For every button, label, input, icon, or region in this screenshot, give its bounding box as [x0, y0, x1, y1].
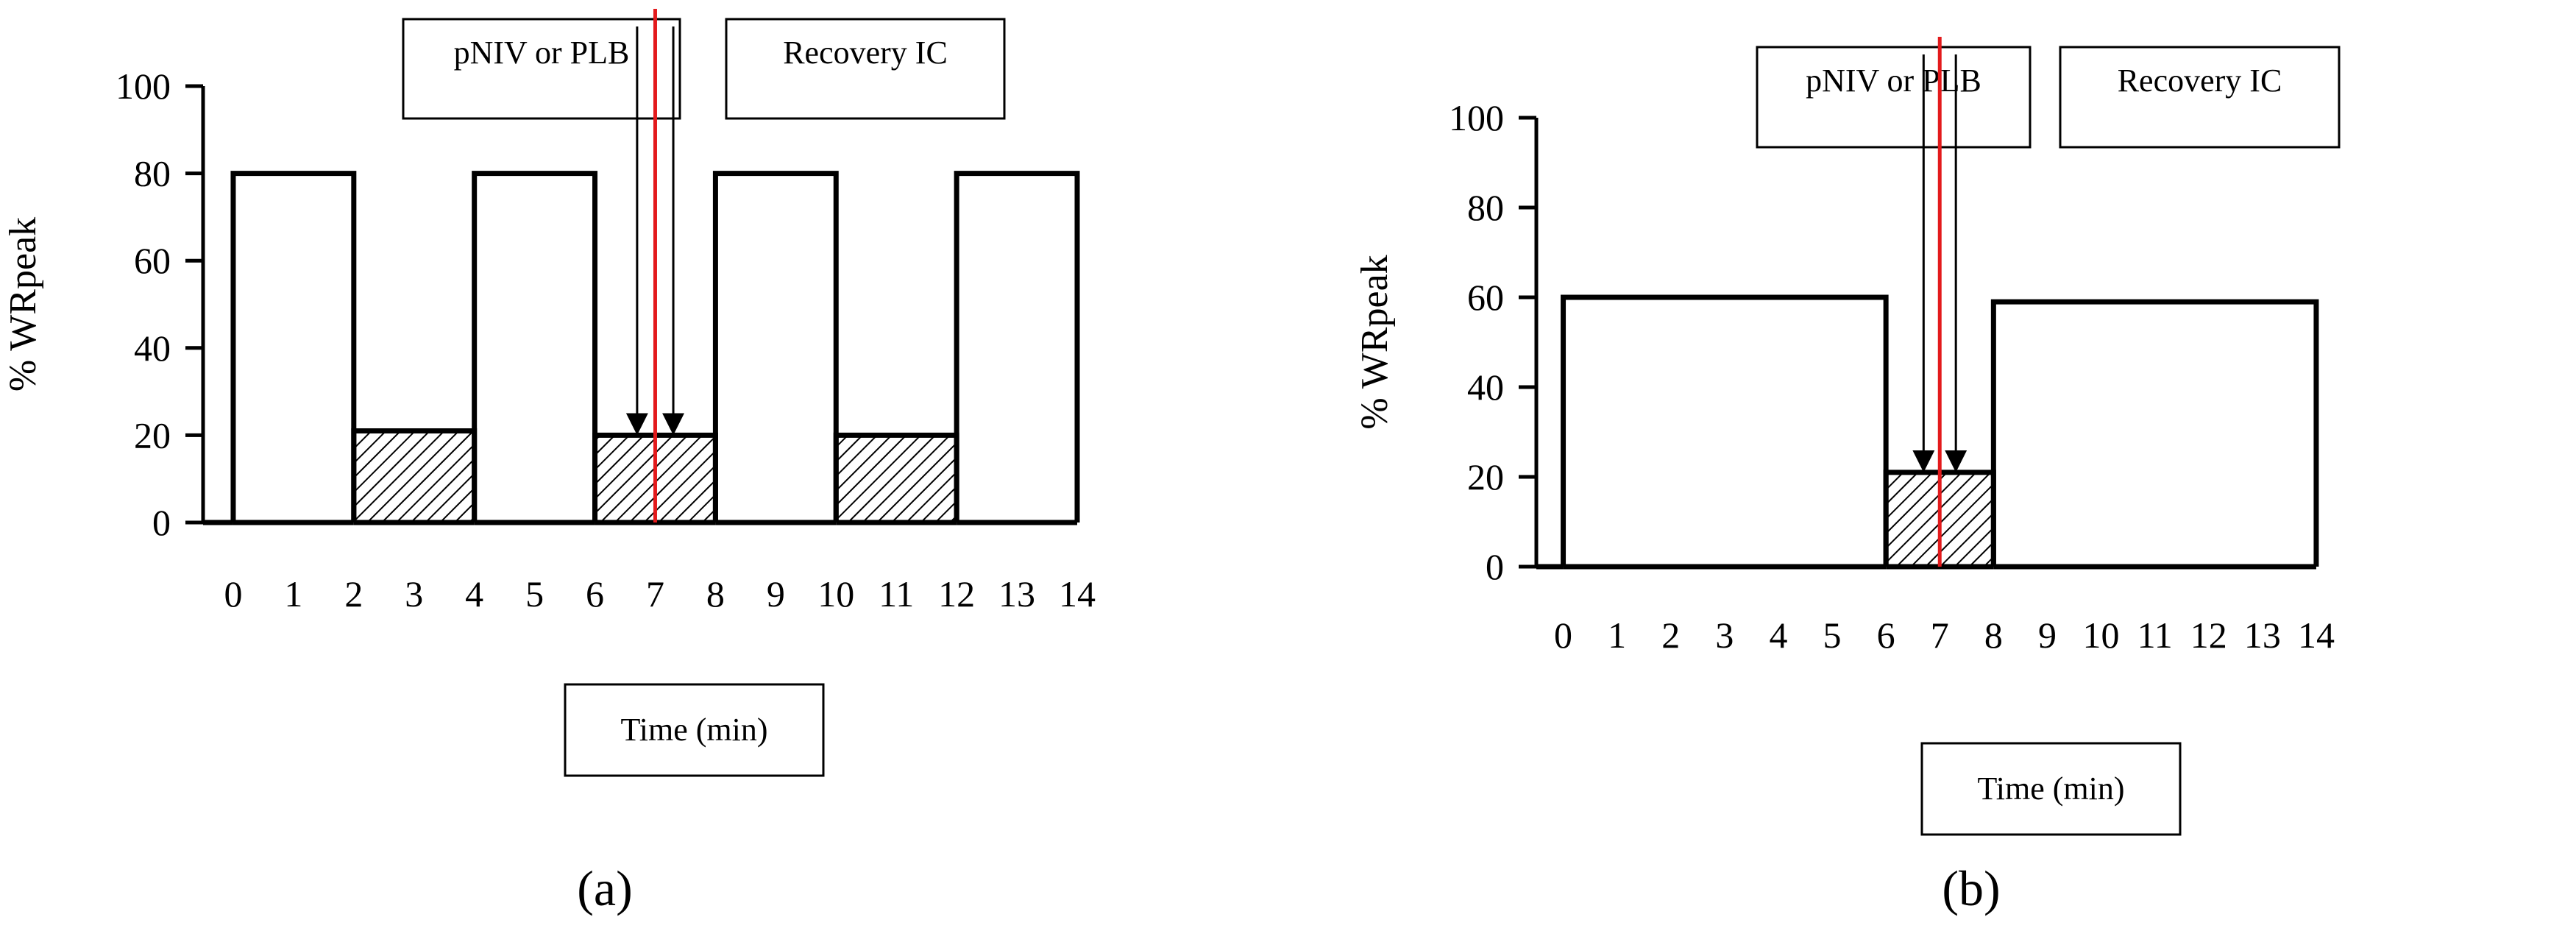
annotation-text: pNIV or PLB: [454, 35, 630, 71]
x-tick-label: 0: [1554, 614, 1572, 656]
annotation-box: [402, 18, 681, 120]
y-tick-label: 40: [134, 327, 171, 369]
y-tick-label: 100: [116, 65, 171, 107]
x-tick-label: 4: [1769, 614, 1787, 656]
x-tick-label: 3: [1715, 614, 1734, 656]
hatched-bout: [836, 435, 957, 523]
x-tick-label: 9: [2038, 614, 2057, 656]
x-tick-label: 7: [646, 573, 664, 614]
y-tick-label: 20: [1467, 456, 1504, 497]
annotation-box: [725, 18, 1006, 120]
x-tick-label: 6: [1877, 614, 1895, 656]
exercise-bout-outline: [954, 171, 1080, 523]
x-tick-label: 8: [706, 573, 725, 614]
hatched-bout: [353, 431, 475, 523]
y-axis-label: % WRpeak: [1354, 255, 1396, 429]
x-tick-label: 1: [1608, 614, 1626, 656]
y-tick-label: 60: [134, 240, 171, 281]
x-tick-label: 9: [767, 573, 785, 614]
x-tick-label: 5: [1823, 614, 1842, 656]
x-tick-label: 14: [1059, 573, 1096, 614]
y-tick-label: 0: [152, 502, 171, 543]
annotation-box: [1756, 46, 2032, 149]
x-tick-label: 14: [2298, 614, 2335, 656]
exercise-bout-outline: [1990, 299, 2319, 567]
x-axis-label: Time (min): [620, 712, 767, 748]
x-tick-label: 11: [879, 573, 914, 614]
x-tick-label: 2: [344, 573, 363, 614]
x-tick-label: 5: [525, 573, 544, 614]
x-tick-label: 8: [1984, 614, 2003, 656]
exercise-bout-outline: [472, 171, 598, 523]
x-tick-label: 6: [586, 573, 604, 614]
x-tick-label: 4: [465, 573, 483, 614]
exercise-bout-outline: [712, 171, 839, 523]
y-tick-label: 80: [134, 153, 171, 194]
y-tick-label: 60: [1467, 277, 1504, 318]
annotation-text: Recovery IC: [783, 35, 948, 71]
x-tick-label: 10: [817, 573, 854, 614]
x-tick-label: 1: [284, 573, 302, 614]
y-tick-label: 20: [134, 414, 171, 456]
panel-label: (b): [1942, 860, 2000, 916]
exercise-bout-outline: [230, 171, 357, 523]
x-tick-label: 2: [1661, 614, 1680, 656]
y-axis-label: % WRpeak: [2, 217, 44, 392]
annotation-text: pNIV or PLB: [1806, 63, 1981, 99]
x-tick-label: 3: [405, 573, 423, 614]
x-axis-label-box: [564, 683, 825, 777]
x-tick-label: 12: [2190, 614, 2227, 656]
x-tick-label: 7: [1931, 614, 1949, 656]
x-tick-label: 10: [2083, 614, 2120, 656]
exercise-bout-outline: [1561, 294, 1889, 567]
y-tick-label: 0: [1486, 546, 1504, 587]
x-tick-label: 0: [224, 573, 242, 614]
annotation-box: [2059, 46, 2341, 149]
panel-label: (a): [577, 860, 632, 916]
x-tick-label: 13: [998, 573, 1035, 614]
x-axis-label: Time (min): [1977, 771, 2124, 807]
x-tick-label: 12: [938, 573, 975, 614]
y-tick-label: 100: [1449, 97, 1504, 138]
x-tick-label: 11: [2137, 614, 2173, 656]
x-tick-label: 13: [2244, 614, 2281, 656]
annotation-text: Recovery IC: [2118, 63, 2282, 99]
y-tick-label: 80: [1467, 187, 1504, 228]
y-tick-label: 40: [1467, 366, 1504, 408]
x-axis-label-box: [1920, 742, 2182, 836]
